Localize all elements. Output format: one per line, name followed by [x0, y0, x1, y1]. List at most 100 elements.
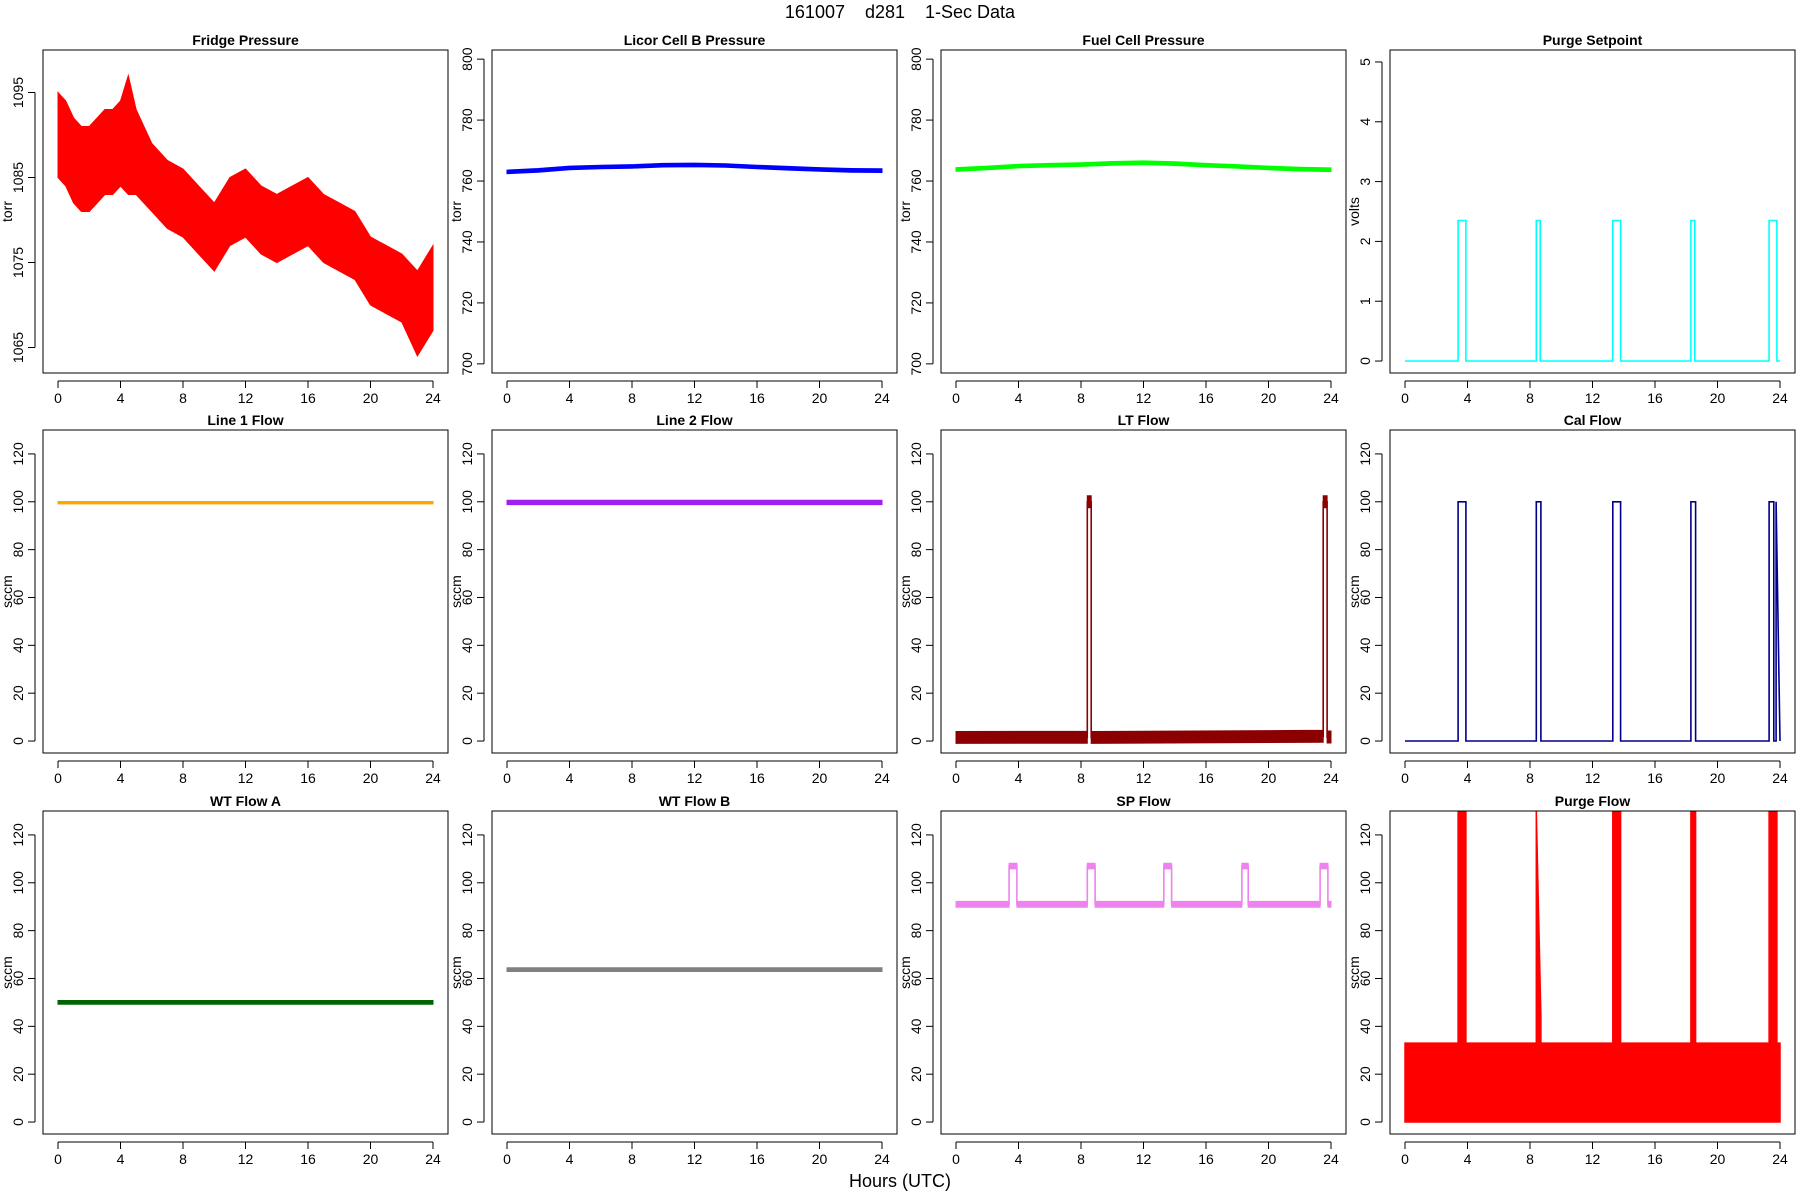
- y-tick-label: 0: [1357, 357, 1373, 365]
- y-tick-label: 0: [459, 1118, 475, 1126]
- x-tick-label: 4: [1015, 1151, 1023, 1167]
- y-axis-label: sccm: [1346, 956, 1362, 989]
- y-axis-label: sccm: [0, 575, 15, 608]
- x-tick-label: 4: [117, 770, 125, 786]
- panel-0: Fridge Pressure torr 0 4 8 12 16 20 24 1065 1075 10…: [0, 32, 449, 406]
- y-tick-label: 100: [908, 490, 924, 514]
- y-tick-label: 2: [1357, 237, 1373, 245]
- x-tick-label: 20: [363, 770, 379, 786]
- panel-title: Fridge Pressure: [192, 32, 299, 48]
- x-tick-label: 4: [1015, 390, 1023, 406]
- x-tick-label: 24: [1772, 390, 1788, 406]
- x-tick-label: 16: [1647, 1151, 1663, 1167]
- series-line: [955, 161, 1332, 171]
- series-group: [1405, 219, 1780, 362]
- y-tick-label: 100: [459, 490, 475, 514]
- y-tick-label: 720: [459, 291, 475, 315]
- x-tick-label: 16: [300, 390, 316, 406]
- y-axis-label: sccm: [0, 956, 15, 989]
- x-tick-label: 16: [749, 770, 765, 786]
- panel-5: Line 2 Flow sccm 0 4 8 12 16 20 24 0 20 40 60 80 100 12…: [448, 412, 898, 786]
- y-axis-label: sccm: [448, 575, 464, 608]
- y-tick-label: 40: [1357, 1018, 1373, 1034]
- y-tick-label: 80: [1357, 923, 1373, 939]
- x-tick-label: 8: [1077, 390, 1085, 406]
- x-tick-label: 20: [363, 1151, 379, 1167]
- series-area: [1404, 811, 1781, 1123]
- x-tick-label: 20: [1710, 1151, 1726, 1167]
- y-tick-label: 80: [1357, 542, 1373, 558]
- y-tick-label: 120: [10, 442, 26, 466]
- plot-frame: [42, 49, 449, 374]
- y-tick-label: 1: [1357, 297, 1373, 305]
- y-tick-label: 40: [459, 637, 475, 653]
- y-tick-label: 20: [1357, 685, 1373, 701]
- x-tick-label: 0: [952, 770, 960, 786]
- panel-title: LT Flow: [1118, 412, 1170, 428]
- plot-frame: [491, 810, 898, 1135]
- y-tick-label: 100: [1357, 490, 1373, 514]
- x-tick-label: 20: [1261, 770, 1277, 786]
- panel-9: WT Flow B sccm 0 4 8 12 16 20 24 0 20 40 60 80 100 120: [448, 793, 898, 1167]
- figure-title: 161007 d281 1-Sec Data: [784, 2, 1016, 22]
- y-tick-label: 1095: [10, 77, 26, 108]
- y-tick-label: 100: [10, 490, 26, 514]
- panel-title: Line 2 Flow: [656, 412, 732, 428]
- y-tick-label: 60: [1357, 589, 1373, 605]
- y-tick-label: 20: [10, 1066, 26, 1082]
- x-tick-label: 8: [1526, 390, 1534, 406]
- y-tick-label: 40: [10, 1018, 26, 1034]
- y-tick-label: 760: [459, 169, 475, 193]
- y-tick-label: 120: [1357, 442, 1373, 466]
- x-tick-label: 12: [1136, 390, 1152, 406]
- x-tick-label: 20: [1710, 390, 1726, 406]
- x-tick-label: 20: [812, 770, 828, 786]
- series-group: [1405, 501, 1781, 742]
- x-tick-label: 12: [687, 770, 703, 786]
- plot-frame: [491, 429, 898, 754]
- x-tick-label: 0: [952, 1151, 960, 1167]
- panel-title: Purge Flow: [1555, 793, 1631, 809]
- panel-title: WT Flow B: [659, 793, 731, 809]
- series-group: [955, 495, 1332, 744]
- y-tick-label: 780: [459, 108, 475, 132]
- x-tick-label: 24: [425, 770, 441, 786]
- panel-10: SP Flow sccm 0 4 8 12 16 20 24 0 20 40 60 80 100 120: [897, 793, 1347, 1167]
- y-tick-label: 80: [10, 923, 26, 939]
- y-tick-label: 20: [908, 685, 924, 701]
- x-tick-label: 12: [1585, 1151, 1601, 1167]
- y-tick-label: 100: [459, 871, 475, 895]
- y-tick-label: 1065: [10, 332, 26, 363]
- y-tick-label: 0: [10, 737, 26, 745]
- y-tick-label: 700: [908, 352, 924, 376]
- x-tick-label: 4: [117, 390, 125, 406]
- y-tick-label: 60: [908, 589, 924, 605]
- panel-11: Purge Flow sccm 0 4 8 12 16 20 24 0 20 40 60 80 100 120: [1346, 793, 1796, 1167]
- panel-title: SP Flow: [1116, 793, 1170, 809]
- series-band: [955, 160, 1332, 173]
- y-tick-label: 740: [908, 230, 924, 254]
- x-tick-label: 24: [425, 1151, 441, 1167]
- panel-title: Line 1 Flow: [207, 412, 283, 428]
- x-tick-label: 20: [812, 390, 828, 406]
- y-tick-label: 80: [908, 923, 924, 939]
- x-tick-label: 8: [1077, 770, 1085, 786]
- y-tick-label: 60: [908, 970, 924, 986]
- y-axis-label: sccm: [897, 956, 913, 989]
- y-tick-label: 80: [459, 542, 475, 558]
- x-tick-label: 12: [1136, 770, 1152, 786]
- series-line: [956, 865, 1331, 906]
- y-axis-label: sccm: [448, 956, 464, 989]
- x-tick-label: 0: [503, 770, 511, 786]
- y-tick-label: 760: [908, 169, 924, 193]
- x-tick-label: 12: [687, 1151, 703, 1167]
- y-tick-label: 20: [459, 685, 475, 701]
- y-tick-label: 80: [10, 542, 26, 558]
- y-tick-label: 0: [459, 737, 475, 745]
- y-tick-label: 800: [908, 47, 924, 71]
- y-tick-label: 100: [1357, 871, 1373, 895]
- x-tick-label: 16: [1198, 1151, 1214, 1167]
